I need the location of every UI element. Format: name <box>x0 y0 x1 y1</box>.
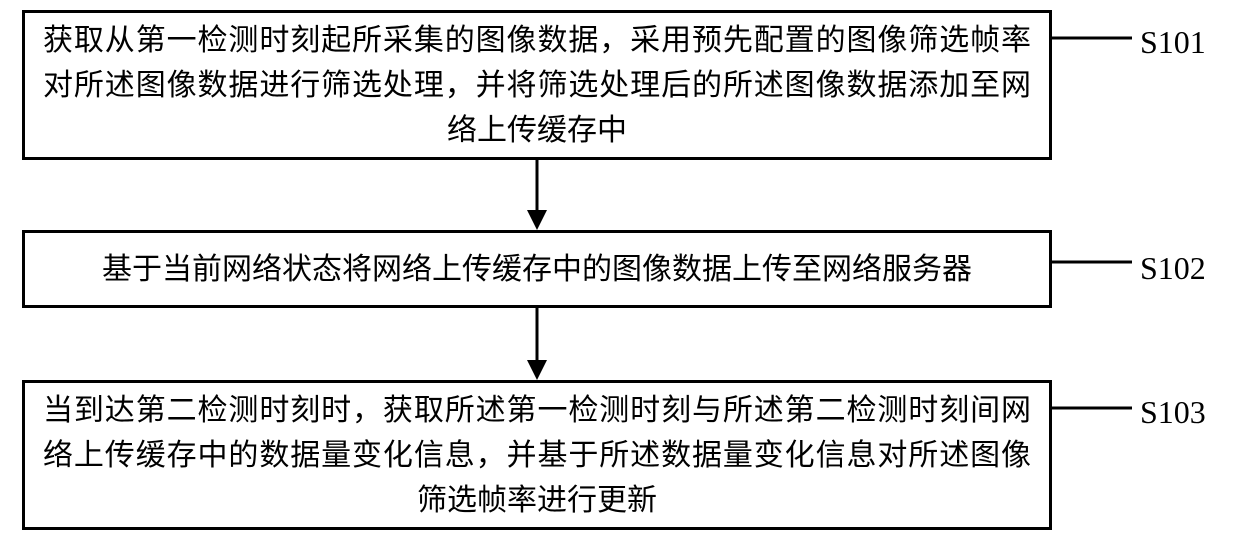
flow-label-s103: S103 <box>1140 394 1206 431</box>
flow-step-s101: 获取从第一检测时刻起所采集的图像数据，采用预先配置的图像筛选帧率对所述图像数据进… <box>22 10 1052 160</box>
flowchart-diagram: 获取从第一检测时刻起所采集的图像数据，采用预先配置的图像筛选帧率对所述图像数据进… <box>0 0 1240 551</box>
flow-step-s102-text: 基于当前网络状态将网络上传缓存中的图像数据上传至网络服务器 <box>102 247 972 292</box>
connector-s102-label <box>1052 252 1140 272</box>
flow-label-s102: S102 <box>1140 250 1206 287</box>
flow-label-s101: S101 <box>1140 24 1206 61</box>
flow-step-s103-text: 当到达第二检测时刻时，获取所述第一检测时刻与所述第二检测时刻间网络上传缓存中的数… <box>43 388 1031 523</box>
arrow-s101-s102 <box>522 160 552 230</box>
flow-step-s103: 当到达第二检测时刻时，获取所述第一检测时刻与所述第二检测时刻间网络上传缓存中的数… <box>22 380 1052 530</box>
connector-s103-label <box>1052 398 1140 418</box>
flow-step-s101-text: 获取从第一检测时刻起所采集的图像数据，采用预先配置的图像筛选帧率对所述图像数据进… <box>43 18 1031 153</box>
flow-step-s102: 基于当前网络状态将网络上传缓存中的图像数据上传至网络服务器 <box>22 230 1052 308</box>
arrow-s102-s103 <box>522 308 552 380</box>
connector-s101-label <box>1052 28 1140 48</box>
